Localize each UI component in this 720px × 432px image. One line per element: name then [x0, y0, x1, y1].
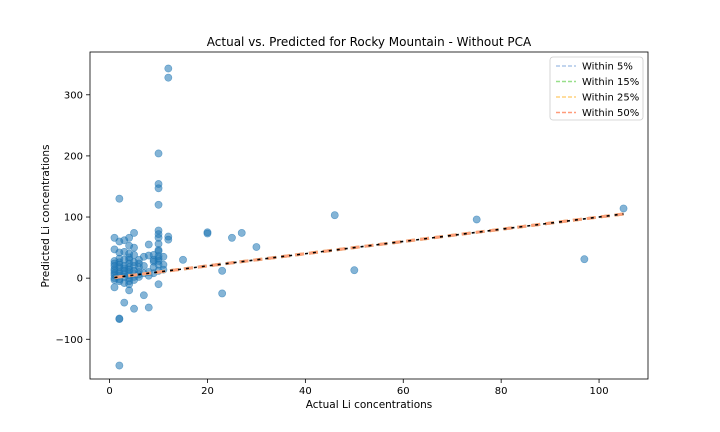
chart-title: Actual vs. Predicted for Rocky Mountain … [207, 35, 532, 49]
scatter-point [203, 229, 212, 238]
scatter-point [164, 73, 173, 82]
scatter-point [139, 262, 148, 270]
scatter-point [125, 286, 134, 295]
scatter-point [130, 229, 138, 237]
scatter-point [130, 304, 138, 313]
scatter-point [154, 280, 163, 289]
scatter-point [130, 243, 138, 252]
scatter-point [154, 184, 163, 193]
scatter-point [115, 361, 124, 370]
scatter-point [125, 233, 134, 242]
y-axis-ticks: −100 0 100 200 300 [56, 90, 90, 346]
x-tick-label: 20 [201, 386, 214, 397]
legend-label: Within 5% [582, 62, 633, 73]
x-tick-label: 100 [590, 386, 609, 397]
scatter-point [110, 283, 119, 292]
scatter-point [164, 235, 173, 244]
scatter-point [144, 303, 153, 312]
legend-label: Within 15% [582, 77, 639, 88]
scatter-point [580, 255, 589, 264]
x-tick-label: 40 [299, 386, 312, 397]
plot-frame [89, 51, 649, 380]
x-tick-label: 80 [495, 386, 508, 397]
scatter-point [218, 266, 227, 275]
plot-area [110, 64, 628, 370]
x-tick-label: 60 [397, 386, 410, 397]
scatter-point [159, 252, 168, 261]
scatter-point [164, 64, 173, 73]
x-axis-label: Actual Li concentrations [306, 399, 433, 411]
y-axis-label: Predicted Li concentrations [40, 145, 52, 288]
legend-box [549, 56, 644, 121]
scatter-point [619, 204, 628, 213]
y-tick-label: 0 [77, 274, 83, 285]
y-tick-label: 100 [64, 213, 83, 224]
scatter-point [472, 215, 481, 224]
y-tick-label: −100 [56, 335, 83, 346]
scatter-point [154, 200, 163, 209]
scatter-point [139, 291, 148, 300]
x-axis-ticks: 0 20 40 60 80 100 [106, 379, 609, 397]
identity-line [114, 213, 624, 279]
x-tick-label: 0 [106, 386, 112, 397]
scatter-point [350, 266, 359, 275]
scatter-point [228, 233, 236, 242]
scatter-point [252, 243, 261, 251]
y-tick-label: 200 [64, 151, 83, 162]
scatter-point [179, 255, 187, 264]
legend: Within 5% Within 15% Within 25% Within 50% [549, 56, 644, 121]
legend-label: Within 50% [582, 108, 639, 119]
scatter-point [237, 229, 246, 237]
scatter-point [144, 240, 153, 249]
scatter-point [115, 315, 124, 324]
scatter-point [120, 298, 129, 307]
scatter-point [330, 211, 339, 220]
scatter-point [115, 194, 124, 203]
scatter-point [154, 149, 163, 158]
y-tick-label: 300 [64, 90, 83, 101]
legend-label: Within 25% [582, 93, 639, 104]
scatter-point [218, 289, 227, 298]
